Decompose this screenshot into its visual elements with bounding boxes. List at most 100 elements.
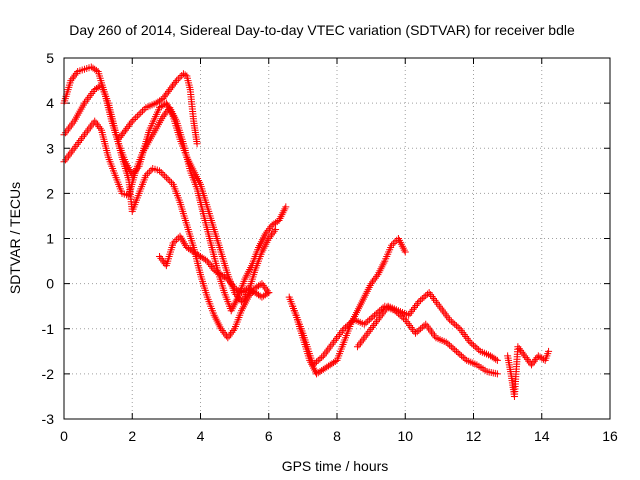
plus-marker <box>449 344 457 352</box>
plus-marker <box>263 290 271 298</box>
plus-marker <box>119 130 127 138</box>
y-tick-label: -2 <box>42 366 55 382</box>
x-tick-label: 16 <box>602 428 618 444</box>
plus-marker <box>261 283 269 291</box>
x-tick-label: 10 <box>397 428 413 444</box>
plus-marker <box>131 168 139 176</box>
plus-marker <box>227 330 235 338</box>
plus-marker <box>473 344 481 352</box>
plus-marker <box>468 340 476 348</box>
plus-marker <box>413 328 421 336</box>
plus-marker <box>471 343 479 351</box>
plus-marker <box>258 280 266 288</box>
plus-marker <box>209 264 217 272</box>
plus-marker <box>266 233 274 241</box>
plus-marker <box>389 240 397 248</box>
plus-marker <box>466 338 474 346</box>
plus-marker <box>411 329 419 337</box>
plus-marker <box>246 291 254 299</box>
plus-marker <box>415 326 423 334</box>
plus-marker <box>169 239 177 247</box>
plus-marker <box>156 253 164 261</box>
plus-marker <box>218 327 226 335</box>
data-series <box>504 343 553 400</box>
plus-marker <box>263 228 271 236</box>
plus-marker <box>522 354 530 362</box>
plus-marker <box>202 256 210 264</box>
plus-marker <box>203 257 211 265</box>
plus-marker <box>229 282 237 290</box>
plus-marker <box>515 345 523 353</box>
plus-marker <box>229 327 237 335</box>
grid-lines <box>64 58 610 419</box>
plus-marker <box>132 114 140 122</box>
plus-marker <box>126 121 134 129</box>
plus-marker <box>116 133 124 141</box>
plus-marker <box>156 167 164 175</box>
plus-marker <box>475 346 483 354</box>
plus-marker <box>265 235 273 242</box>
plus-marker <box>265 225 273 233</box>
plus-marker <box>67 77 75 85</box>
plus-marker <box>92 119 100 127</box>
plus-marker <box>388 241 396 249</box>
plus-marker <box>456 350 464 358</box>
data-series <box>289 302 501 378</box>
plus-marker <box>227 279 235 287</box>
plus-marker <box>367 280 375 288</box>
plus-marker <box>347 319 355 327</box>
plus-marker <box>225 332 233 340</box>
plus-marker <box>514 343 522 351</box>
plus-marker <box>95 123 103 131</box>
plus-marker <box>128 117 136 125</box>
plus-marker <box>458 352 466 360</box>
plus-marker <box>532 355 540 363</box>
plus-marker <box>166 86 174 94</box>
plus-marker <box>207 262 215 270</box>
x-tick-label: 12 <box>466 428 482 444</box>
plus-marker <box>244 293 252 301</box>
plus-marker <box>72 69 80 77</box>
plus-marker <box>163 89 171 97</box>
plus-marker <box>523 355 531 363</box>
plus-marker <box>160 111 168 119</box>
plus-marker <box>340 325 348 333</box>
y-tick-label: 3 <box>46 140 54 156</box>
plus-marker <box>369 313 377 321</box>
plus-marker <box>142 171 150 179</box>
plus-marker <box>272 225 280 233</box>
x-tick-label: 14 <box>534 428 550 444</box>
plus-marker <box>493 356 501 364</box>
data-series <box>115 70 201 148</box>
plus-marker <box>121 126 129 134</box>
plus-marker <box>206 261 214 269</box>
plus-marker <box>420 293 428 301</box>
plus-marker <box>418 295 426 303</box>
plus-marker <box>178 71 186 79</box>
plus-marker <box>370 276 378 284</box>
x-axis-label: GPS time / hours <box>282 458 389 474</box>
plus-marker <box>205 259 213 267</box>
plot-frame <box>63 57 611 420</box>
plus-marker <box>451 320 459 328</box>
plus-marker <box>368 278 376 286</box>
plus-marker <box>314 356 322 364</box>
plus-marker <box>492 355 500 363</box>
x-tick-label: 0 <box>60 428 68 444</box>
plus-marker <box>70 73 78 81</box>
plus-marker <box>117 132 125 140</box>
plus-marker <box>267 231 275 239</box>
plus-marker <box>164 175 172 183</box>
plus-marker <box>367 314 375 322</box>
plus-marker <box>157 96 165 104</box>
plus-marker <box>422 292 430 300</box>
x-tick-label: 2 <box>128 428 136 444</box>
plus-marker <box>372 310 380 318</box>
plus-marker <box>96 124 104 132</box>
plus-marker <box>157 254 165 262</box>
plus-marker <box>176 73 184 81</box>
plus-marker <box>71 71 79 79</box>
plus-marker <box>133 112 141 120</box>
plus-marker <box>145 168 153 176</box>
x-tick-label: 4 <box>197 428 205 444</box>
